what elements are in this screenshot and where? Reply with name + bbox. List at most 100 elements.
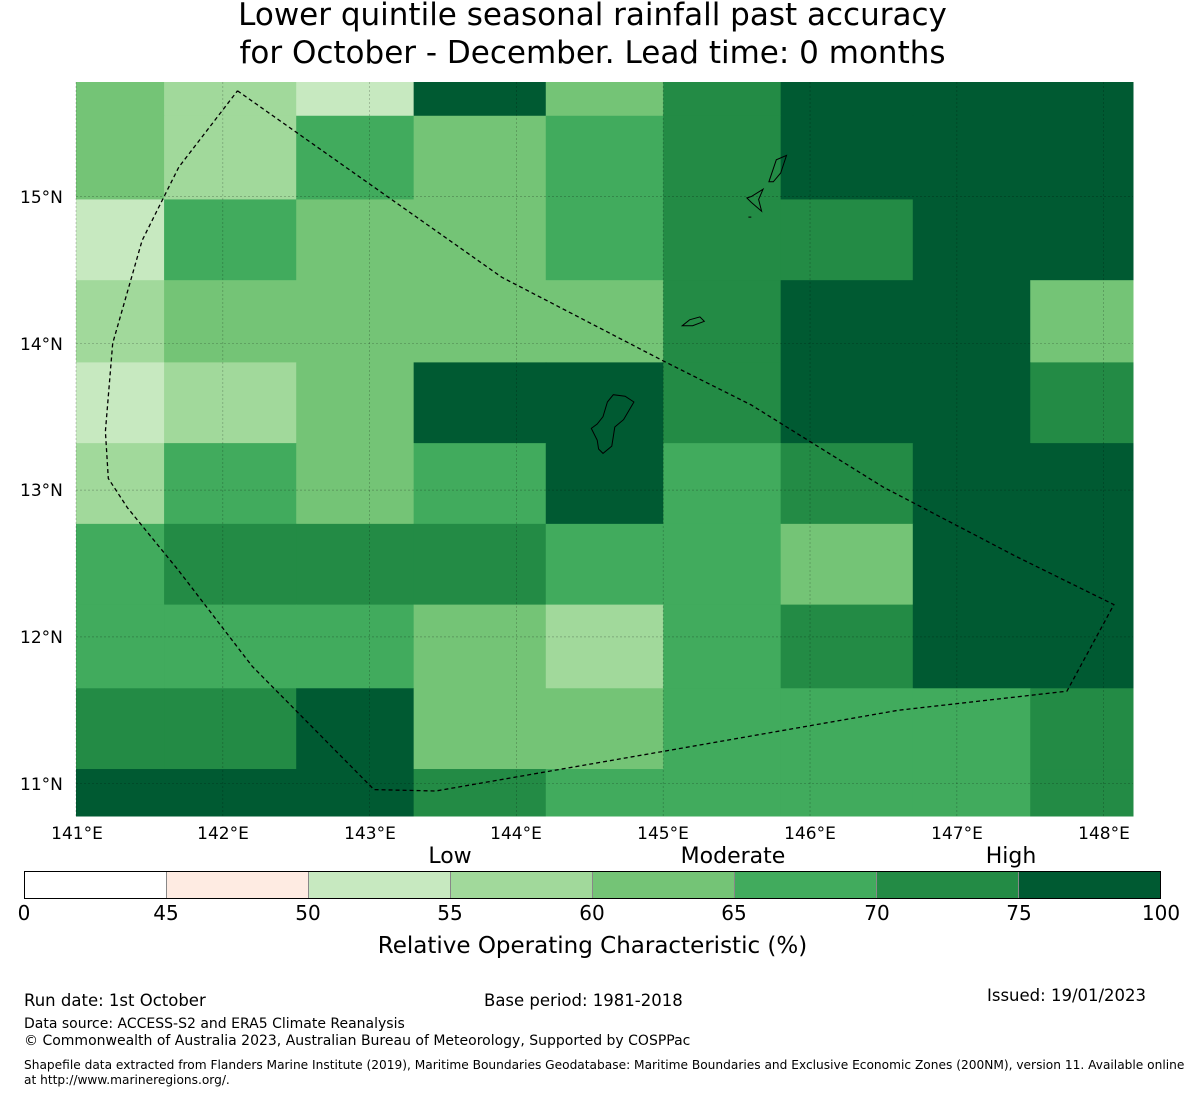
run-date: Run date: 1st October bbox=[24, 991, 206, 1010]
colorbar-tick-50: 50 bbox=[295, 901, 321, 925]
roc-cell bbox=[413, 443, 547, 525]
roc-cell bbox=[164, 82, 297, 117]
lon-label-145e: 145°E bbox=[637, 824, 689, 844]
roc-cell bbox=[663, 115, 782, 200]
colorbar-tick-55: 55 bbox=[437, 901, 463, 925]
roc-cell bbox=[780, 82, 914, 117]
roc-cell bbox=[76, 362, 165, 444]
roc-cell bbox=[912, 443, 1031, 525]
roc-cell bbox=[296, 362, 415, 444]
lon-label-146e: 146°E bbox=[784, 824, 836, 844]
lat-label-13n: 13°N bbox=[20, 481, 63, 501]
base-period: Base period: 1981-2018 bbox=[484, 991, 683, 1010]
roc-cell bbox=[413, 688, 547, 770]
roc-cell bbox=[912, 115, 1031, 200]
roc-cell bbox=[780, 688, 914, 770]
roc-cell bbox=[76, 688, 165, 770]
data-source: Data source: ACCESS-S2 and ERA5 Climate … bbox=[24, 1016, 405, 1032]
roc-cell bbox=[780, 604, 914, 689]
colorbar-label: Relative Operating Characteristic (%) bbox=[377, 933, 808, 959]
roc-cell bbox=[296, 199, 415, 281]
roc-cell bbox=[164, 280, 297, 363]
roc-cell bbox=[545, 769, 664, 817]
eez-boundary bbox=[104, 90, 1115, 792]
color-bar bbox=[24, 871, 1161, 899]
legend-category-moderate: Moderate bbox=[680, 844, 786, 869]
lon-label-147e: 147°E bbox=[931, 824, 983, 844]
roc-cell bbox=[545, 199, 664, 281]
colorbar-tick-65: 65 bbox=[721, 901, 747, 925]
roc-cell bbox=[545, 115, 664, 200]
roc-cell bbox=[780, 115, 914, 200]
roc-cell bbox=[663, 199, 782, 281]
roc-cell bbox=[296, 769, 415, 817]
lat-label-12n: 12°N bbox=[20, 628, 63, 648]
roc-cell bbox=[164, 688, 297, 770]
roc-cell bbox=[1030, 523, 1134, 606]
roc-map bbox=[75, 82, 1134, 817]
roc-cell bbox=[780, 199, 914, 281]
title-line-1: Lower quintile seasonal rainfall past ac… bbox=[238, 0, 947, 33]
legend-category-high: High bbox=[985, 844, 1037, 869]
roc-cell bbox=[164, 523, 297, 606]
roc-cell bbox=[912, 523, 1031, 606]
roc-cell bbox=[76, 280, 165, 363]
copyright: © Commonwealth of Australia 2023, Austra… bbox=[24, 1033, 691, 1049]
roc-cell bbox=[76, 443, 165, 525]
roc-cell bbox=[296, 115, 415, 200]
legend-category-low: Low bbox=[428, 844, 472, 869]
color-bin-65-70 bbox=[735, 872, 877, 898]
roc-cell bbox=[545, 280, 664, 363]
roc-cell bbox=[413, 82, 547, 117]
roc-cell bbox=[1030, 82, 1134, 117]
lat-label-11n: 11°N bbox=[20, 775, 63, 795]
roc-grid-cells bbox=[76, 82, 1134, 817]
issued-date: Issued: 19/01/2023 bbox=[987, 986, 1147, 1005]
roc-cell bbox=[545, 362, 664, 444]
color-bin-45-50 bbox=[167, 872, 309, 898]
graticule bbox=[75, 82, 1133, 816]
roc-cell bbox=[663, 362, 782, 444]
roc-cell bbox=[780, 769, 914, 817]
roc-cell bbox=[663, 82, 782, 117]
roc-cell bbox=[296, 523, 415, 606]
shapefile-credit-line-2: at http://www.marineregions.org/. bbox=[24, 1073, 230, 1087]
roc-cell bbox=[912, 688, 1031, 770]
island-outline bbox=[590, 394, 635, 455]
roc-cell bbox=[296, 688, 415, 770]
roc-cell bbox=[413, 362, 547, 444]
roc-cell bbox=[164, 604, 297, 689]
color-bin-75-100 bbox=[1019, 872, 1160, 898]
lat-label-15n: 15°N bbox=[20, 188, 63, 208]
roc-cell bbox=[164, 362, 297, 444]
roc-cell bbox=[413, 604, 547, 689]
roc-cell bbox=[545, 443, 664, 525]
roc-cell bbox=[1030, 769, 1134, 817]
roc-cell bbox=[413, 523, 547, 606]
roc-cell bbox=[663, 280, 782, 363]
color-bin-0-45 bbox=[25, 872, 167, 898]
roc-cell bbox=[76, 199, 165, 281]
roc-cell bbox=[780, 523, 914, 606]
roc-cell bbox=[413, 199, 547, 281]
roc-cell bbox=[413, 115, 547, 200]
colorbar-tick-45: 45 bbox=[153, 901, 179, 925]
roc-cell bbox=[76, 115, 165, 200]
color-bin-60-65 bbox=[593, 872, 735, 898]
roc-cell bbox=[1030, 115, 1134, 200]
roc-cell bbox=[164, 443, 297, 525]
roc-cell bbox=[1030, 199, 1134, 281]
roc-cell bbox=[545, 604, 664, 689]
roc-cell bbox=[545, 688, 664, 770]
roc-cell bbox=[780, 443, 914, 525]
roc-cell bbox=[780, 280, 914, 363]
lon-label-148e: 148°E bbox=[1078, 824, 1130, 844]
island-outline bbox=[768, 154, 788, 183]
roc-cell bbox=[912, 769, 1031, 817]
color-bin-50-55 bbox=[309, 872, 451, 898]
roc-cell bbox=[413, 769, 547, 817]
roc-cell bbox=[663, 769, 782, 817]
colorbar-tick-70: 70 bbox=[864, 901, 890, 925]
roc-cell bbox=[296, 280, 415, 363]
shapefile-credit-line-1: Shapefile data extracted from Flanders M… bbox=[24, 1058, 1185, 1072]
